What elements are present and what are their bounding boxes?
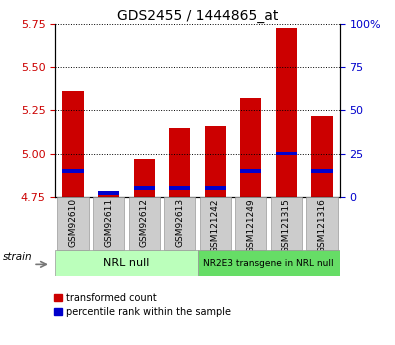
FancyBboxPatch shape xyxy=(164,197,196,250)
FancyBboxPatch shape xyxy=(198,250,340,276)
FancyBboxPatch shape xyxy=(93,197,124,250)
Text: GSM121242: GSM121242 xyxy=(211,198,220,253)
Text: GSM92610: GSM92610 xyxy=(69,198,77,247)
FancyBboxPatch shape xyxy=(57,197,89,250)
Text: GSM92611: GSM92611 xyxy=(104,198,113,247)
FancyBboxPatch shape xyxy=(128,197,160,250)
Text: NR2E3 transgene in NRL null: NR2E3 transgene in NRL null xyxy=(203,258,334,268)
Text: GSM121249: GSM121249 xyxy=(246,198,255,253)
Text: GSM92612: GSM92612 xyxy=(140,198,149,247)
Text: strain: strain xyxy=(3,252,32,262)
Bar xyxy=(276,151,297,155)
Bar xyxy=(134,159,155,197)
Legend: transformed count, percentile rank within the sample: transformed count, percentile rank withi… xyxy=(52,291,233,319)
Bar xyxy=(98,191,119,197)
Bar xyxy=(276,28,297,197)
FancyBboxPatch shape xyxy=(306,197,338,250)
Bar xyxy=(311,116,333,197)
Text: GSM92613: GSM92613 xyxy=(175,198,184,247)
Text: GSM121316: GSM121316 xyxy=(318,198,326,253)
Bar xyxy=(311,169,333,173)
Bar xyxy=(62,169,84,173)
Bar xyxy=(62,91,84,197)
Bar xyxy=(240,169,261,173)
Bar xyxy=(205,186,226,190)
Text: NRL null: NRL null xyxy=(103,258,150,268)
FancyBboxPatch shape xyxy=(199,197,231,250)
Bar xyxy=(98,191,119,195)
FancyBboxPatch shape xyxy=(55,250,198,276)
FancyBboxPatch shape xyxy=(235,197,267,250)
Bar xyxy=(169,186,190,190)
Bar xyxy=(205,126,226,197)
Text: GSM121315: GSM121315 xyxy=(282,198,291,253)
FancyBboxPatch shape xyxy=(271,197,302,250)
Bar xyxy=(240,98,261,197)
Bar xyxy=(134,186,155,190)
Title: GDS2455 / 1444865_at: GDS2455 / 1444865_at xyxy=(117,9,278,23)
Bar xyxy=(169,128,190,197)
